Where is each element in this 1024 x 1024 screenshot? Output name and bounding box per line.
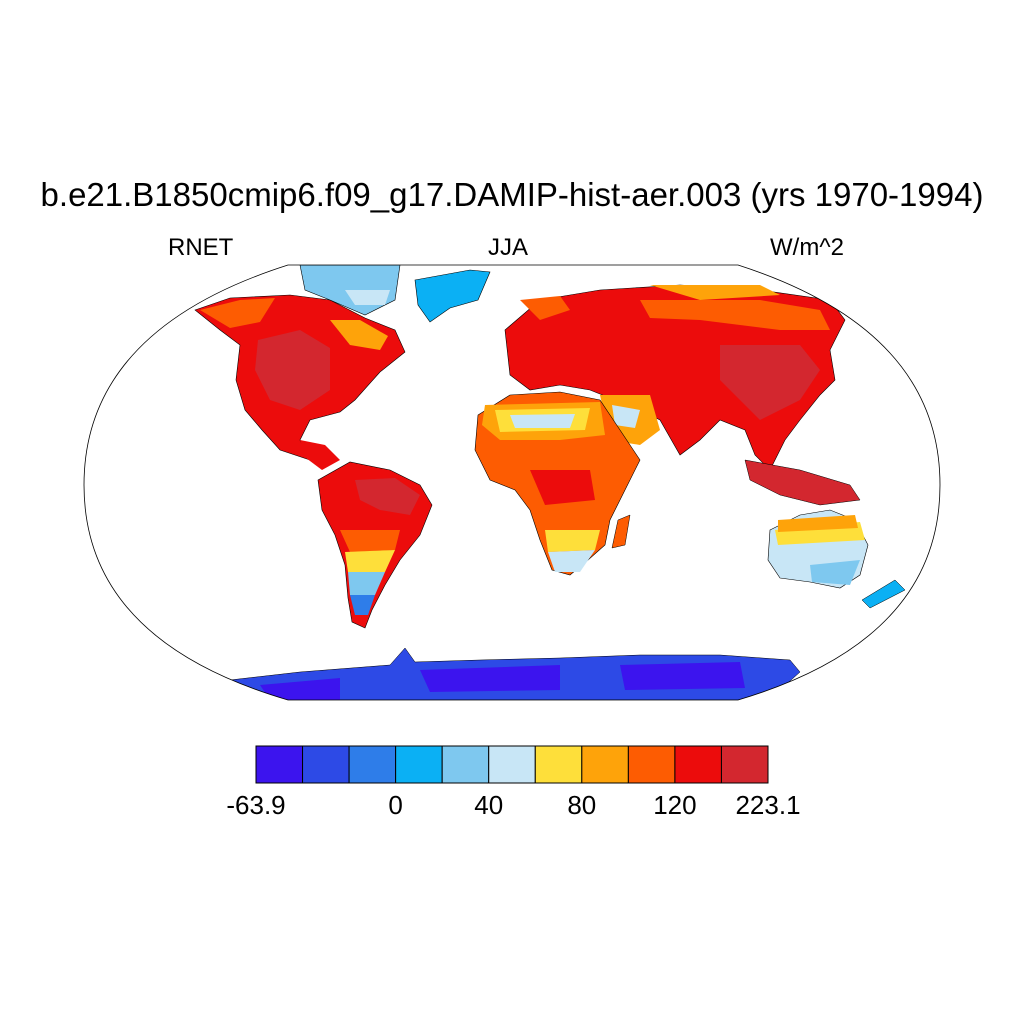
colorbar-tick-label: 40	[474, 790, 504, 820]
south-america-region	[317, 461, 433, 629]
colorbar-swatch	[395, 745, 443, 784]
antarctica-region	[229, 647, 801, 700]
north-america-region	[194, 265, 491, 470]
map-frame	[83, 264, 941, 701]
units-label: W/m^2	[770, 234, 844, 261]
africa-region	[474, 391, 641, 576]
colorbar-swatch	[581, 745, 629, 784]
colorbar-tick-label: 0	[388, 790, 403, 820]
eurasia-region	[504, 284, 861, 506]
colorbar-swatch	[302, 745, 350, 784]
colorbar-swatch	[720, 745, 769, 784]
season-label: JJA	[488, 234, 529, 261]
colorbar-swatch	[627, 745, 676, 784]
variable-label: RNET	[168, 234, 234, 261]
colorbar-tick-label: 120	[653, 790, 697, 820]
colorbar-tick-label: -63.9	[226, 790, 286, 820]
colorbar-swatch	[348, 745, 397, 784]
colorbar-swatch	[441, 745, 490, 784]
colorbar	[255, 745, 769, 784]
plot-title: b.e21.B1850cmip6.f09_g17.DAMIP-hist-aer.…	[40, 176, 984, 213]
colorbar-swatch	[488, 745, 536, 784]
australia-region	[767, 509, 906, 609]
colorbar-swatch	[255, 745, 304, 784]
colorbar-tick-label: 80	[567, 790, 597, 820]
colorbar-swatch	[534, 745, 583, 784]
colorbar-tick-label: 223.1	[735, 790, 801, 820]
colorbar-swatch	[674, 745, 722, 784]
